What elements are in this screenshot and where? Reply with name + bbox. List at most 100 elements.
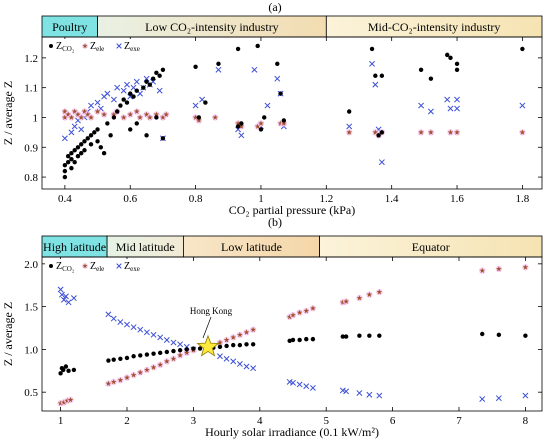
panel-a-points (61, 43, 526, 180)
hong-kong-star-marker (196, 334, 220, 357)
point-a-z-co2-51 (235, 124, 241, 129)
xtick-label-b-5: 6 (390, 415, 396, 427)
legend-label-a-1: Zele (90, 41, 104, 53)
point-a-z-co2-41 (154, 70, 159, 75)
point-b-z-ele-6 (117, 377, 124, 384)
panel-b-label: (b) (268, 215, 282, 229)
legend-marker-a-1 (82, 43, 88, 49)
legend-marker-a-2 (116, 43, 122, 49)
point-a-z-exe-39 (372, 81, 379, 88)
band-label-a-1: Low CO₂-intensity industry (145, 20, 279, 34)
point-b-z-exe-13 (150, 331, 157, 338)
panel-a-plot-frame (41, 36, 543, 190)
point-a-z-co2-53 (255, 43, 260, 49)
point-a-z-co2-25 (108, 133, 113, 138)
point-b-z-exe-31 (339, 387, 346, 394)
point-b-z-co2-18 (184, 347, 189, 352)
point-b-z-exe-20 (217, 353, 223, 360)
point-b-z-ele-15 (176, 352, 184, 359)
point-a-z-co2-65 (418, 67, 424, 72)
point-b-z-ele-20 (230, 334, 237, 341)
point-a-z-exe-7 (88, 102, 94, 109)
point-a-z-co2-33 (131, 94, 136, 99)
legend-label-a-0: ZCO₂ (56, 41, 75, 53)
point-b-z-exe-16 (170, 339, 177, 346)
panel-b-legend: ZCO₂ Zele Zexe (45, 259, 147, 273)
point-b-z-ele-5 (110, 378, 117, 386)
point-a-z-ele-11 (100, 111, 108, 118)
point-a-z-co2-27 (114, 109, 120, 114)
point-b-z-co2-5 (71, 367, 77, 373)
hong-kong-label: Hong Kong (190, 306, 233, 316)
point-a-z-co2-11 (75, 145, 81, 150)
point-b-z-co2-17 (177, 348, 183, 353)
point-b-z-exe-0 (57, 286, 64, 293)
xtick-label-a-4: 1.2 (319, 193, 333, 205)
point-b-z-exe-23 (236, 360, 243, 367)
point-b-z-co2-20 (197, 346, 203, 351)
point-b-z-ele-19 (223, 336, 230, 344)
point-a-z-co2-61 (373, 73, 378, 78)
point-a-z-co2-24 (105, 121, 110, 126)
xtick-label-a-0: 0.4 (58, 193, 72, 205)
point-a-z-co2-64 (379, 130, 385, 135)
point-b-z-co2-33 (340, 334, 345, 339)
point-b-z-ele-36 (522, 264, 529, 271)
point-b-z-exe-17 (177, 341, 184, 348)
point-b-z-ele-21 (236, 331, 244, 339)
point-a-z-co2-35 (134, 121, 139, 126)
point-b-z-exe-7 (110, 315, 117, 322)
point-b-z-ele-18 (216, 339, 224, 346)
panel-a-ylabel: Z / average Z (1, 81, 15, 145)
point-b-z-ele-23 (249, 326, 257, 333)
point-a-z-co2-29 (121, 97, 126, 102)
point-a-z-co2-43 (157, 73, 162, 78)
point-a-z-co2-63 (379, 73, 385, 78)
point-a-z-ele-37 (427, 129, 435, 136)
panel-a-bands: Poultry Low CO₂-intensity industry Mid-CO₂… (41, 15, 543, 38)
point-b-z-co2-30 (297, 337, 302, 343)
legend-marker-b-2 (116, 263, 122, 269)
point-a-z-co2-1 (62, 168, 68, 174)
point-a-z-exe-33 (264, 102, 271, 109)
point-a-z-ele-22 (162, 111, 170, 118)
point-a-z-co2-2 (62, 162, 68, 168)
point-b-z-exe-27 (290, 379, 296, 386)
point-a-z-co2-14 (82, 139, 87, 144)
point-a-z-co2-28 (118, 103, 123, 108)
band-label-a-0: Poultry (52, 20, 87, 34)
point-a-z-co2-5 (69, 165, 74, 171)
point-b-z-exe-14 (157, 334, 164, 341)
point-a-z-ele-6 (78, 114, 85, 121)
point-b-z-co2-10 (131, 354, 136, 359)
band-label-b-3: Equator (412, 240, 450, 254)
ytick-label-a-1: 0.9 (24, 142, 38, 154)
point-b-z-ele-27 (303, 307, 310, 315)
panel-b-ylabel: Z / average Z (1, 302, 15, 366)
point-a-z-co2-71 (520, 46, 525, 52)
point-a-z-exe-41 (378, 159, 385, 166)
ytick-label-a-2: 1 (33, 112, 39, 124)
point-b-z-co2-26 (244, 342, 249, 347)
point-b-z-co2-3 (63, 364, 69, 369)
point-b-z-co2-40 (523, 333, 528, 338)
band-label-b-1: Mid latitude (116, 240, 175, 254)
point-b-z-ele-25 (289, 311, 297, 319)
point-b-z-ele-12 (156, 361, 164, 368)
point-b-z-ele-30 (342, 298, 350, 305)
point-a-z-ele-19 (146, 114, 154, 121)
ytick-label-b-1: 1.0 (24, 344, 38, 356)
point-b-z-exe-35 (376, 392, 383, 399)
point-a-z-ele-10 (94, 108, 101, 115)
band-label-b-2: Low latitude (221, 240, 282, 254)
point-a-z-ele-32 (345, 129, 353, 136)
point-b-z-ele-22 (243, 329, 250, 336)
point-b-z-co2-38 (480, 331, 485, 337)
band-label-a-2: Mid-CO₂-intensity industry (368, 20, 501, 34)
point-b-z-exe-32 (343, 388, 350, 395)
point-a-z-exe-14 (120, 87, 127, 94)
point-a-z-exe-47 (454, 105, 460, 112)
point-a-z-co2-4 (65, 154, 71, 159)
point-a-z-co2-40 (150, 76, 156, 81)
point-b-z-co2-36 (367, 333, 372, 338)
